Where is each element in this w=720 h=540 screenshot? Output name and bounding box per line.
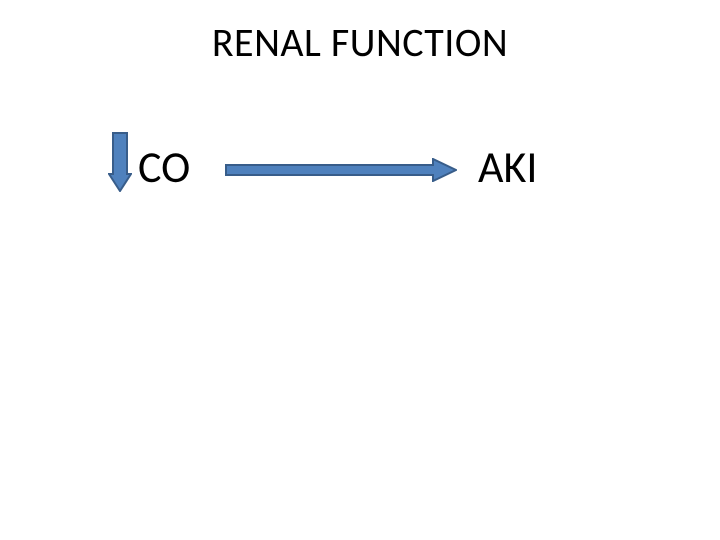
right-arrow-icon [225, 158, 457, 187]
label-co: CO [138, 140, 190, 194]
label-aki: AKI [478, 140, 537, 194]
down-arrow-icon [108, 132, 132, 197]
page-title: RENAL FUNCTION [0, 18, 720, 67]
